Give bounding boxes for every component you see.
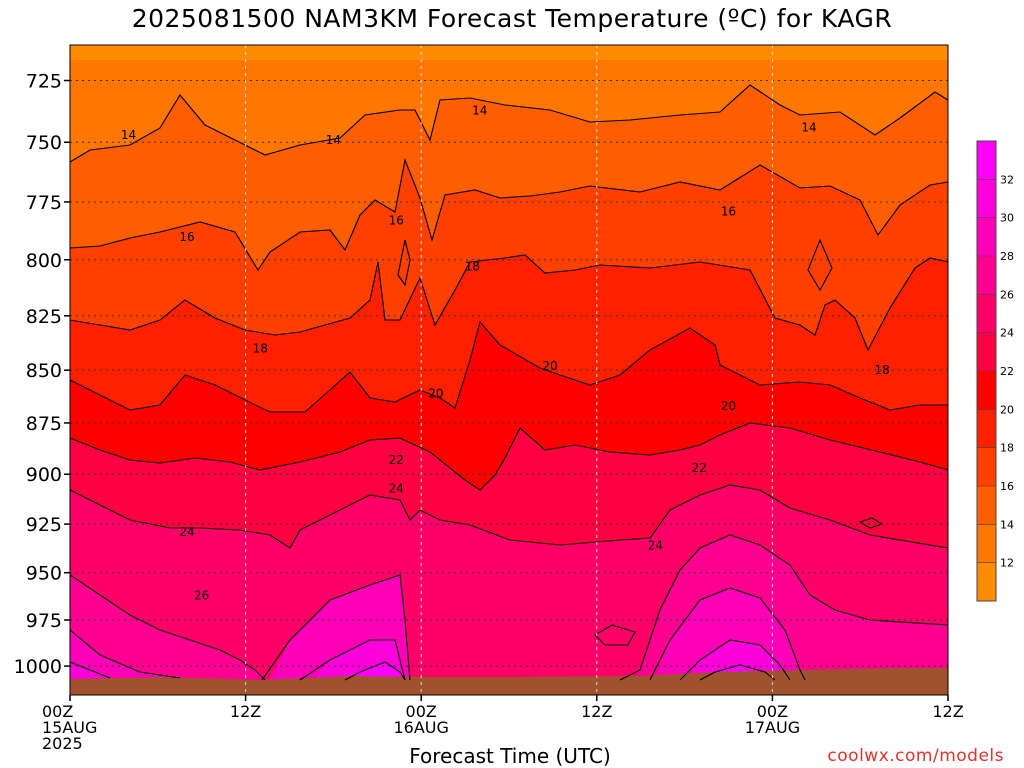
x-tick-label: 2025 [42,734,83,753]
colorbar-swatch [977,409,996,449]
contour-island-b [807,238,833,292]
colorbar-swatch [977,256,996,295]
y-tick-label: 750 [26,132,62,154]
ground [70,668,948,695]
contour-label: 20 [428,387,443,401]
x-tick-label: 00Z [42,702,73,721]
grid-lines [70,45,948,695]
contour-label: 16 [179,230,194,244]
contour-16 [70,158,948,272]
y-tick-label: 875 [26,413,62,435]
contour-label: 18 [875,363,890,377]
contour-label: 18 [253,342,268,356]
x-tick-label: 12Z [581,702,612,721]
contour-labels: 14 14 14 14 16 16 16 18 18 18 20 20 20 22 22 24 24 24 26 [121,103,890,603]
credit-link[interactable]: coolwx.com/models [827,746,1004,766]
colorbar-swatch [977,217,996,257]
contour-label: 20 [542,359,557,373]
colorbar-label: 30 [1000,212,1014,225]
contour-label: 16 [389,214,404,228]
colorbar-swatch [977,447,996,487]
contour-label: 24 [648,539,663,553]
y-tick-label: 825 [26,306,62,328]
contour-label: 14 [472,103,487,117]
x-tick-label: 17AUG [745,718,800,737]
colorbar-swatch [977,524,996,564]
contour-label: 22 [692,461,707,475]
x-tick-label: 16AUG [393,718,448,737]
x-tick-label: 00Z [757,702,788,721]
contour-label: 18 [465,260,480,274]
colorbar-swatch [977,332,996,372]
colorbar-label: 12 [1000,557,1014,570]
contour-island-c [594,624,636,646]
contour-island-a [397,239,411,287]
contour-label: 14 [801,121,816,135]
y-tick-label: 775 [26,192,62,214]
y-tick-label: 725 [26,71,62,93]
x-tick-label: 00Z [406,702,437,721]
contour-label: 14 [326,133,341,147]
colorbar-label: 22 [1000,365,1014,378]
contour-32 [344,661,776,681]
y-tick-label: 900 [26,464,62,486]
colorbar-swatch [977,486,996,525]
contour-label: 26 [194,589,209,603]
colorbar-swatch [977,294,996,334]
x-tick-label: 15AUG [42,718,97,737]
colorbar-label: 18 [1000,442,1014,455]
y-axis: 725 750 775 800 825 850 875 900 925 950 975 1000 [14,71,70,678]
colorbar: 12 14 16 18 20 22 24 26 28 30 32 [976,140,1014,602]
y-tick-label: 925 [26,514,62,536]
contour-lines [70,84,948,681]
colorbar-swatch [977,371,996,410]
colorbar-label: 32 [1000,173,1014,186]
contour-14 [70,84,948,163]
x-tick-label: 12Z [230,702,261,721]
contour-label: 24 [389,481,404,495]
contour-20 [70,320,948,413]
x-axis-label: Forecast Time (UTC) [409,744,611,768]
contour-label: 14 [121,128,136,142]
contour-28 [70,574,806,681]
contour-label: 16 [721,204,736,218]
colorbar-label: 26 [1000,288,1014,301]
band-14-16-upper [70,45,948,60]
contour-24 [70,484,948,549]
colorbar-label: 20 [1000,403,1014,416]
y-tick-label: 950 [26,563,62,585]
contour-label: 20 [721,399,736,413]
y-tick-label: 1000 [14,656,62,678]
contour-26 [70,534,948,681]
colorbar-swatch [977,141,996,180]
colorbar-label: 28 [1000,250,1014,263]
contour-22 [70,422,948,491]
colorbar-label: 14 [1000,518,1014,531]
y-tick-label: 975 [26,610,62,632]
colorbar-label: 24 [1000,327,1014,340]
contour-label: 22 [389,453,404,467]
colorbar-swatch [977,562,996,602]
contour-30 [70,639,791,681]
temperature-bands [70,45,948,695]
contour-18 [70,254,948,352]
x-tick-label: 12Z [932,702,963,721]
y-tick-label: 850 [26,360,62,382]
colorbar-swatch [977,179,996,219]
chart-title: 2025081500 NAM3KM Forecast Temperature (… [131,4,893,33]
colorbar-label: 16 [1000,480,1014,493]
y-tick-label: 800 [26,250,62,272]
contour-label: 24 [179,525,194,539]
